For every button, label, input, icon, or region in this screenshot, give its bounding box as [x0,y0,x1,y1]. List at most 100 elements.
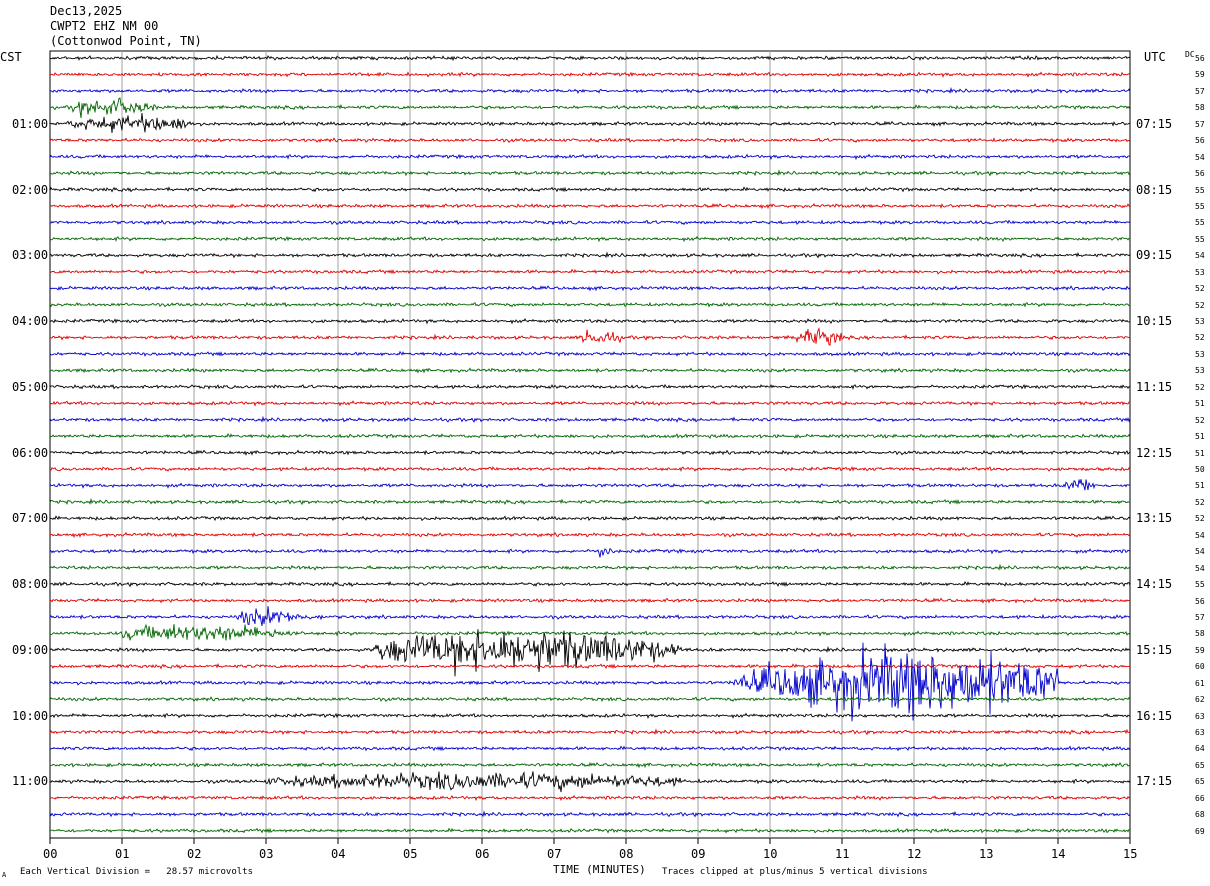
dc-offset-label: 53 [1195,267,1205,277]
trace-row-7 [49,169,1131,177]
x-tick-label: 02 [187,847,202,861]
dc-offset-label: 59 [1195,70,1205,80]
dc-offset-label: 57 [1195,86,1205,96]
trace-row-12 [49,251,1131,259]
left-hour-label: 08:00 [12,577,49,592]
right-hour-label: 09:15 [1136,248,1173,263]
trace-row-28 [49,515,1131,522]
x-tick-label: 00 [43,847,58,861]
trace-row-44 [49,770,1131,793]
dc-offset-label: 51 [1195,481,1205,491]
trace-row-9 [49,202,1131,210]
dc-offset-label: 51 [1195,432,1205,442]
trace-row-11 [49,235,1131,243]
trace-row-8 [49,186,1131,193]
dc-offset-label: 53 [1195,349,1205,359]
trace-row-41 [49,728,1131,736]
x-axis-label: TIME (MINUTES) [553,863,646,876]
left-hour-label: 07:00 [12,511,49,526]
right-axis-title: UTC [1144,50,1166,64]
x-tick-label: 12 [907,847,922,861]
left-hour-label: 04:00 [12,314,49,329]
trace-row-18 [49,350,1131,357]
trace-row-26 [49,479,1131,491]
right-hour-label: 13:15 [1136,511,1173,526]
dc-offset-label: 64 [1195,744,1205,754]
dc-offset-label: 52 [1195,284,1205,294]
dc-offset-label: 52 [1195,333,1205,343]
right-hour-label: 17:15 [1136,774,1173,789]
x-tick-label: 10 [763,847,778,861]
dc-offset-label: 58 [1195,629,1205,639]
right-hour-label: 15:15 [1136,642,1173,657]
trace-row-34 [49,606,1131,626]
x-tick-label: 14 [1051,847,1066,861]
x-tick-label: 15 [1123,847,1138,861]
dc-offset-label: 54 [1195,251,1205,261]
trace-row-16 [49,318,1131,325]
dc-offset-label: 62 [1195,695,1205,705]
trace-group [49,54,1131,834]
trace-row-46 [49,810,1131,818]
dc-offset-label: 55 [1195,201,1205,211]
left-hour-label: 02:00 [12,182,49,197]
trace-row-17 [49,327,1131,346]
x-tick-label: 05 [403,847,418,861]
trace-row-45 [49,794,1131,802]
dc-offset-label: 59 [1195,645,1205,655]
x-tick-label: 06 [475,847,490,861]
trace-row-6 [49,153,1130,161]
plot-frame [49,50,1131,839]
dc-offset-label: 68 [1195,810,1205,820]
trace-row-24 [49,449,1131,456]
left-axis-title: CST [0,50,22,64]
trace-row-25 [49,466,1131,473]
dc-offset-label: 52 [1195,514,1205,524]
trace-row-37 [49,663,1131,670]
dc-offset-label: 54 [1195,530,1205,540]
dc-offset-label: 57 [1195,612,1205,622]
scale-note: Each Vertical Division = 28.57 microvolt… [20,867,253,877]
x-tick-group [49,838,1131,844]
left-hour-label: 06:00 [12,445,49,460]
right-hour-label: 11:15 [1136,379,1173,394]
dc-offset-label: 53 [1195,317,1205,327]
trace-row-2 [49,86,1131,94]
dc-offset-label: 55 [1195,580,1205,590]
corner-mark: A [2,871,7,879]
trace-row-5 [49,137,1131,144]
dc-offset-label: 61 [1195,678,1205,688]
left-hour-label: 09:00 [12,642,49,657]
trace-row-4 [49,113,1131,134]
trace-row-39 [49,696,1131,703]
grid-lines [49,50,1131,839]
chart-station: CWPT2 EHZ NM 00 [50,19,159,33]
trace-row-35 [49,623,1131,641]
dc-offset-label: 52 [1195,382,1205,392]
trace-row-1 [49,71,1131,78]
trace-row-15 [49,301,1131,308]
dc-offset-label: 52 [1195,497,1205,507]
dc-offset-label: 58 [1195,103,1205,113]
dc-offset-label: 65 [1195,777,1205,787]
x-tick-label: 11 [835,847,850,861]
trace-row-0 [49,54,1131,62]
clip-note: Traces clipped at plus/minus 5 vertical … [662,867,928,877]
dc-offset-label: 56 [1195,596,1205,606]
trace-row-43 [49,761,1131,769]
x-tick-label: 08 [619,847,634,861]
dc-offset-label: 60 [1195,662,1205,672]
dc-offset-label: 55 [1195,234,1205,244]
dc-title: DC [1185,50,1195,59]
dc-offset-label: 51 [1195,399,1205,409]
trace-row-40 [49,712,1131,719]
dc-offset-label: 51 [1195,448,1205,458]
dc-offset-label: 65 [1195,760,1205,770]
dc-offset-label: 54 [1195,152,1205,162]
dc-offset-label: 55 [1195,185,1205,195]
trace-row-47 [49,827,1131,834]
dc-offset-label: 66 [1195,793,1205,803]
trace-row-36 [49,629,1131,677]
dc-offset-label: 69 [1195,826,1205,836]
trace-row-23 [49,433,1131,439]
